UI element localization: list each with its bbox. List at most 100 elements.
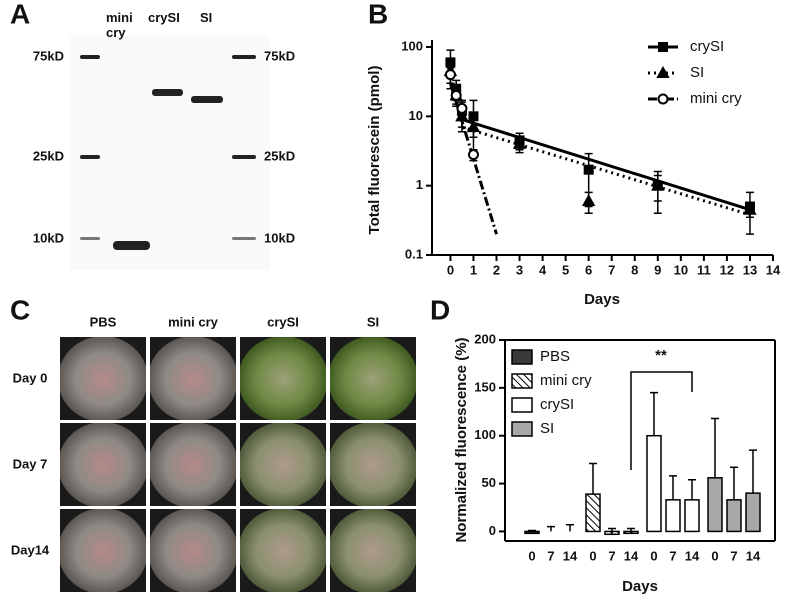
column-label: mini cry [168, 314, 219, 329]
x-tick-label: 0 [589, 548, 596, 563]
x-tick-label: 10 [674, 262, 688, 277]
marker-label: 75kD [264, 48, 295, 63]
lane-label-box: mini cry [106, 10, 133, 40]
marker-label: 10kD [33, 230, 64, 245]
panel-label: B [368, 0, 388, 29]
point [456, 102, 468, 114]
point [450, 89, 462, 101]
point [743, 202, 757, 215]
bar [745, 492, 761, 533]
x-tick-label: 13 [743, 262, 757, 277]
x-tick-label: 14 [685, 548, 700, 563]
legend-label: mini cry [690, 90, 742, 107]
x-tick-label: 7 [669, 548, 676, 563]
x-tick-label: 2 [493, 262, 500, 277]
error-bar [547, 525, 555, 532]
x-tick-label: 14 [563, 548, 578, 563]
column-label: PBS [90, 314, 117, 329]
fundus [150, 337, 236, 420]
marker-label: 25kD [33, 148, 64, 163]
marker-label: 10kD [264, 230, 295, 245]
x-axis-label: Days [584, 291, 620, 308]
y-tick-label: 0.1 [405, 246, 423, 261]
x-tick-label: 8 [631, 262, 638, 277]
point [658, 42, 668, 52]
row-label: Day 0 [13, 370, 48, 385]
y-tick-label: 100 [401, 38, 423, 53]
lane-label: SI [200, 10, 213, 25]
legend-label: crySI [690, 38, 724, 55]
point [467, 149, 479, 161]
legend-label: mini cry [540, 372, 592, 389]
fundus [330, 337, 416, 420]
fit-line [448, 82, 498, 235]
fundus [60, 337, 146, 420]
x-tick-label: 6 [585, 262, 592, 277]
x-tick-label: 0 [528, 548, 535, 563]
row-label: Day 7 [13, 456, 48, 471]
legend-swatch [511, 349, 533, 365]
point [581, 193, 596, 207]
fundus [240, 423, 326, 506]
fundus [60, 423, 146, 506]
error-bar [627, 527, 635, 534]
fundus [150, 509, 236, 592]
x-tick-label: 3 [516, 262, 523, 277]
x-tick-label: 7 [730, 548, 737, 563]
marker-label: 25kD [264, 148, 295, 163]
fundus [150, 423, 236, 506]
fundus [330, 509, 416, 592]
point [466, 120, 481, 133]
legend-swatch [511, 397, 533, 413]
y-tick-label: 1 [416, 177, 423, 192]
x-axis-label: Days [622, 578, 658, 595]
legend-label: SI [540, 420, 554, 437]
error-bar [608, 527, 616, 535]
significance-bracket [630, 371, 693, 470]
error-bar [566, 523, 574, 532]
y-tick-label: 200 [474, 331, 496, 346]
x-tick-label: 4 [539, 262, 547, 277]
point [651, 178, 665, 191]
annotation: ** [655, 347, 667, 364]
point [657, 93, 669, 105]
x-tick-label: 0 [447, 262, 454, 277]
legend-label: crySI [540, 396, 574, 413]
error-bar [528, 529, 536, 534]
fit-line [461, 125, 751, 217]
gel-bands [80, 55, 256, 250]
lane-label: mini cry [106, 10, 133, 40]
point [512, 136, 527, 149]
y-tick-label: 50 [482, 475, 496, 490]
x-tick-label: 11 [697, 262, 711, 277]
fundus [60, 509, 146, 592]
fundus [240, 509, 326, 592]
y-tick-label: 150 [474, 379, 496, 394]
row-label: Day14 [11, 542, 50, 557]
lane-label-box: crySI [148, 10, 180, 25]
fundus [330, 423, 416, 506]
x-tick-label: 9 [654, 262, 661, 277]
bar [726, 499, 742, 533]
bar [684, 499, 700, 533]
bar [665, 499, 681, 533]
y-tick-label: 0 [489, 523, 496, 538]
x-tick-label: 14 [624, 548, 639, 563]
x-tick-label: 5 [562, 262, 569, 277]
legend-swatch [511, 373, 533, 389]
point [656, 65, 670, 78]
y-tick-label: 10 [409, 108, 423, 123]
panel-label: C [10, 294, 30, 325]
error-bar [688, 478, 696, 500]
error-bar [711, 417, 719, 478]
bar [646, 434, 662, 533]
error-bar [749, 449, 757, 494]
lane-label: crySI [148, 10, 180, 25]
x-tick-label: 14 [746, 548, 761, 563]
x-tick-label: 0 [650, 548, 657, 563]
legend-label: SI [690, 64, 704, 81]
fundus [240, 337, 326, 420]
x-tick-label: 7 [547, 548, 554, 563]
marker-label: 75kD [33, 48, 64, 63]
